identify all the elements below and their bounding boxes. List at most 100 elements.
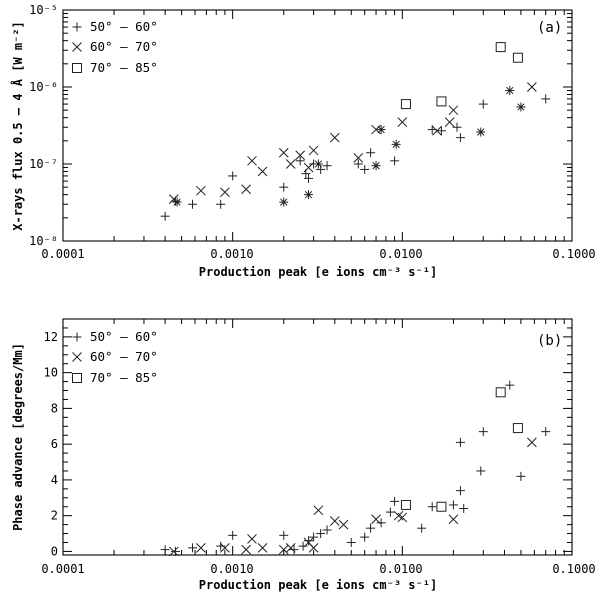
panel-b-y-tick-label: 2 — [51, 509, 58, 523]
data-point-plus — [304, 173, 314, 183]
panel-b-y-tick-labels: 0 2 4 6 8 10 12 — [44, 330, 58, 559]
data-point-cross — [448, 514, 459, 525]
data-point-plus — [436, 126, 446, 136]
panel-a-legend: 50° – 60° 60° – 70° 70° – 85° — [72, 19, 158, 75]
data-point-cross — [308, 145, 319, 156]
data-point-cross — [241, 544, 251, 555]
data-point-plus — [160, 211, 170, 221]
panel-b-y-tick-label: 12 — [44, 330, 58, 344]
data-point-cross — [278, 147, 289, 158]
panel-a-x-axis-title: Production peak [e ions cm⁻³ s⁻¹] — [199, 265, 437, 279]
data-point-cross — [329, 132, 340, 143]
panel-a-x-tick-label: 0.0001 — [41, 247, 84, 261]
panel-b-plot-frame — [62, 318, 573, 556]
data-point-cross — [527, 82, 537, 92]
data-point-square — [512, 52, 523, 63]
panel-a-y-tick-label: 10⁻⁵ — [29, 3, 58, 17]
data-point-cross — [393, 510, 404, 521]
data-point-plus — [417, 523, 427, 533]
data-point-cross — [168, 546, 179, 557]
data-point-square — [400, 99, 411, 110]
data-point-cross — [527, 437, 537, 448]
data-point-plus — [478, 99, 488, 109]
data-point-plus — [295, 156, 305, 166]
panel-b-y-tick-label: 6 — [51, 437, 58, 451]
data-point-cross — [313, 505, 324, 516]
data-point-plus — [322, 161, 332, 171]
data-point-cross — [338, 519, 349, 530]
data-point-cross — [247, 155, 257, 166]
panel-a-legend-label: 50° – 60° — [90, 19, 158, 34]
data-point-plus — [541, 427, 551, 437]
panel-b-legend: 50° – 60° 60° – 70° 70° – 85° — [72, 329, 158, 385]
legend-marker-square — [72, 373, 82, 383]
panel-a-x-tick-label: 0.0100 — [379, 247, 422, 261]
data-point-cross — [444, 117, 455, 127]
panel-a-x-tick-label: 0.1000 — [552, 247, 595, 261]
data-point-plus — [316, 529, 326, 539]
data-point-cross — [257, 166, 268, 177]
data-point-plus — [160, 545, 170, 555]
data-point-cross — [397, 117, 408, 127]
data-point-square — [495, 42, 506, 53]
panel-b-y-tick-label: 4 — [51, 473, 58, 487]
data-point-asterisk — [376, 125, 386, 135]
panel-a-x-ticks — [62, 10, 565, 241]
legend-cross-glyph — [72, 352, 82, 362]
data-point-square — [495, 387, 506, 398]
data-point-plus — [228, 530, 238, 540]
data-point-plus — [346, 537, 356, 547]
data-point-plus — [505, 380, 515, 390]
data-point-plus — [459, 504, 469, 514]
panel-b-x-tick-labels: 0.0001 0.0010 0.0100 0.1000 — [41, 562, 595, 576]
data-point-cross — [303, 162, 314, 173]
data-point-plus — [289, 545, 299, 555]
data-point-asterisk — [313, 159, 323, 169]
data-point-plus — [188, 199, 198, 209]
panel-b-y-axis-title: Phase advance [degrees/Mm] — [11, 343, 25, 531]
data-point-plus — [360, 532, 370, 542]
panel-a-xray-flux-chart: 0.0001 0.0010 0.0100 0.1000 10⁻⁸ 10⁻⁷ 10… — [10, 3, 596, 279]
panel-b-legend-label: 50° – 60° — [90, 329, 158, 344]
panel-b-data-points — [160, 380, 551, 557]
legend-marker-plus — [72, 332, 82, 342]
data-point-asterisk — [304, 190, 314, 200]
data-point-cross — [285, 159, 296, 169]
panel-b-x-ticks — [62, 319, 565, 555]
panel-a-y-ticks — [63, 13, 572, 242]
panel-b-y-tick-label: 10 — [44, 366, 58, 380]
data-point-cross — [308, 542, 319, 553]
data-point-cross — [353, 153, 364, 163]
legend-marker-cross — [72, 352, 82, 362]
legend-plus-glyph — [72, 332, 82, 342]
panel-b-y-tick-label: 0 — [51, 544, 58, 558]
data-point-cross — [257, 542, 268, 553]
data-point-cross — [196, 542, 206, 553]
data-point-plus — [304, 536, 314, 546]
panel-a-x-tick-label: 0.0010 — [210, 247, 253, 261]
panel-b-phase-advance-chart: 0.0001 0.0010 0.0100 0.1000 0 2 4 6 8 10 12 Pr… — [11, 318, 596, 592]
data-point-plus — [478, 427, 488, 437]
data-point-cross — [241, 184, 251, 195]
panel-a-y-axis-title: X-rays flux 0.5 – 4 Å [W m⁻²] — [10, 21, 25, 231]
data-point-plus — [390, 496, 400, 506]
data-point-cross — [295, 150, 306, 161]
panel-a-y-tick-labels: 10⁻⁸ 10⁻⁷ 10⁻⁶ 10⁻⁵ — [29, 3, 58, 248]
data-point-plus — [476, 466, 486, 476]
legend-square-glyph — [72, 373, 82, 383]
legend-marker-plus — [72, 22, 82, 32]
data-point-asterisk — [516, 102, 526, 112]
data-point-plus — [228, 171, 238, 181]
data-point-plus — [455, 486, 465, 496]
panel-b-x-tick-label: 0.0001 — [41, 562, 84, 576]
data-point-plus — [376, 518, 386, 528]
data-point-plus — [516, 471, 526, 481]
legend-marker-square — [72, 63, 82, 73]
panel-a-y-tick-label: 10⁻⁷ — [29, 157, 58, 171]
data-point-cross — [371, 124, 381, 135]
panel-a-label: (a) — [537, 20, 562, 36]
panel-a-legend-label: 70° – 85° — [90, 60, 158, 75]
data-point-plus — [188, 543, 198, 553]
panel-a-x-tick-labels: 0.0001 0.0010 0.0100 0.1000 — [41, 247, 595, 261]
